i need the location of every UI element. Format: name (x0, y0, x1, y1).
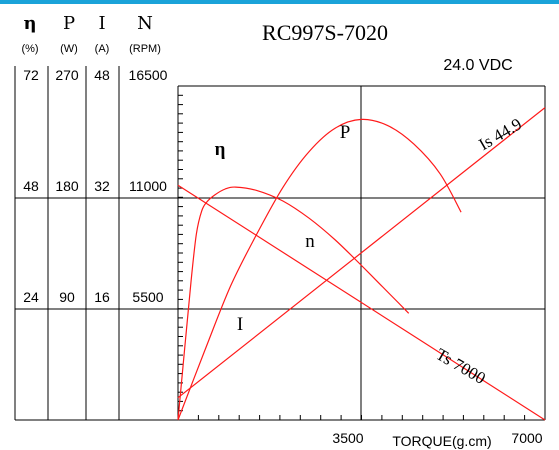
current-line (177, 107, 546, 399)
tick-label-i-32: 32 (94, 178, 110, 194)
axis-symbol-p: P (63, 13, 75, 34)
power-curve-label: P (340, 122, 351, 143)
tick-label-eta-48: 48 (23, 178, 39, 194)
axis-unit-p: (W) (60, 43, 78, 55)
tick-label-i-16: 16 (94, 289, 110, 305)
tick-label-p-90: 90 (59, 289, 75, 305)
efficiency-curve-label: η (215, 139, 226, 160)
axis-unit-eta: (%) (21, 43, 38, 55)
axis-symbol-eta: η (23, 13, 36, 34)
axis-symbol-i: I (98, 13, 105, 34)
speed-line-label: n (305, 231, 315, 252)
tick-label-n-5500: 5500 (132, 289, 163, 305)
x-axis-label: TORQUE(g.cm) (392, 433, 491, 449)
axis-unit-i: (A) (95, 43, 110, 55)
tick-label-p-180: 180 (55, 178, 79, 194)
tick-label-n-11000: 11000 (129, 178, 167, 194)
top-accent-bar (0, 0, 559, 4)
stall-torque-annotation: Ts 7000 (433, 344, 489, 387)
efficiency-curve (177, 186, 410, 421)
power-curve (177, 118, 462, 421)
current-line-label: I (237, 314, 243, 335)
x-tick-label-7000: 7000 (511, 430, 542, 446)
voltage-label: 24.0 VDC (443, 57, 512, 74)
axis-unit-n: (RPM) (129, 43, 161, 55)
speed-line (177, 184, 546, 421)
chart-title: RC997S-7020 (262, 20, 388, 45)
axis-symbol-n: N (137, 13, 153, 34)
tick-label-i-48: 48 (94, 67, 110, 83)
tick-label-p-270: 270 (55, 67, 79, 83)
tick-label-eta-24: 24 (23, 289, 39, 305)
axis-ticks (178, 94, 526, 420)
stall-current-annotation: Is 44.9 (475, 114, 525, 154)
x-tick-label-3500: 3500 (332, 430, 363, 446)
tick-label-eta-72: 72 (23, 67, 39, 83)
tick-label-n-16500: 16500 (129, 67, 168, 83)
